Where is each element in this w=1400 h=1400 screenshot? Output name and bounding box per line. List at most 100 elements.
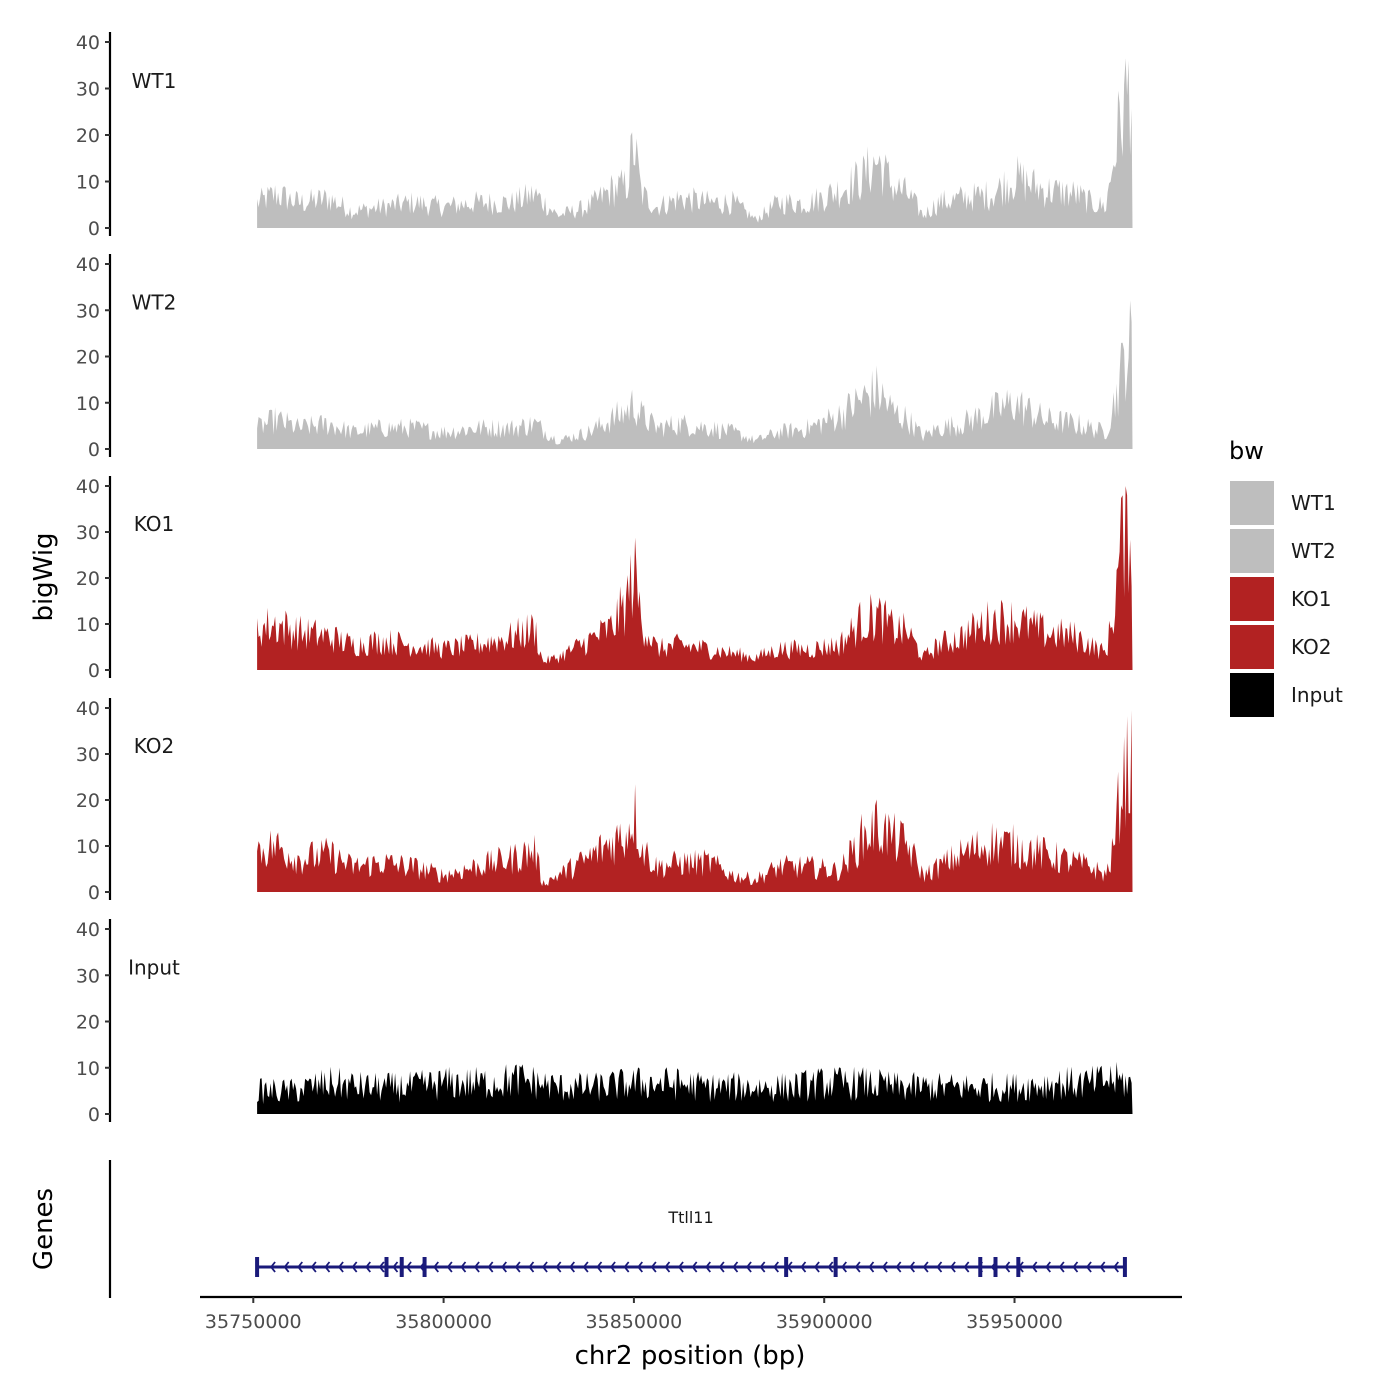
legend: bw WT1 WT2 KO1 KO2 Input [1229, 437, 1343, 717]
strand-arrow [637, 1261, 643, 1273]
y-tick-label: 30 [76, 744, 100, 766]
strand-arrow [773, 1261, 779, 1273]
strand-arrow [881, 1261, 888, 1273]
strand-arrow [487, 1261, 494, 1273]
legend-swatch-wt1 [1230, 481, 1274, 525]
strand-arrow [596, 1261, 603, 1273]
gene-track: Genes Ttll11 [29, 1160, 1127, 1298]
strand-arrow [405, 1261, 412, 1273]
y-tick-label: 10 [76, 836, 100, 858]
y-tick-label: 0 [88, 660, 100, 682]
strand-arrow [895, 1261, 902, 1273]
strand-arrow [841, 1261, 847, 1273]
exon-mark [422, 1257, 427, 1277]
strand-arrow [337, 1261, 344, 1273]
strand-arrow [745, 1261, 752, 1273]
gene-name-label: Ttll11 [667, 1208, 713, 1227]
strand-arrow [460, 1261, 467, 1273]
strand-arrow [1072, 1261, 1079, 1273]
strand-arrow [582, 1261, 589, 1273]
y-tick-label: 40 [76, 698, 100, 720]
legend-label-ko1: KO1 [1291, 587, 1332, 611]
y-tick-label: 30 [76, 300, 100, 322]
exon-mark [978, 1257, 983, 1277]
strand-arrow [378, 1261, 385, 1273]
y-tick-label: 10 [76, 1058, 100, 1080]
exon-mark [833, 1257, 838, 1277]
y-tick-label: 30 [76, 965, 100, 987]
exon-mark [255, 1257, 260, 1277]
strand-arrow [854, 1261, 861, 1273]
exon-mark [384, 1257, 389, 1277]
strand-arrow [365, 1261, 371, 1273]
strand-arrow [718, 1261, 725, 1273]
y-axis-title: bigWig [29, 532, 59, 621]
strand-arrow [351, 1261, 358, 1273]
strand-arrow [555, 1261, 562, 1273]
y-tick-label: 10 [76, 393, 100, 415]
y-tick-label: 0 [88, 882, 100, 904]
strand-arrow [392, 1261, 399, 1273]
coverage-area-wt1 [257, 58, 1133, 228]
exon-mark [399, 1257, 404, 1277]
legend-label-ko2: KO2 [1291, 635, 1332, 659]
strand-arrow [691, 1261, 698, 1273]
y-tick-label: 20 [76, 1012, 100, 1034]
track-label-wt1: WT1 [132, 69, 177, 93]
exon-mark [784, 1257, 789, 1277]
x-tick-label: 35950000 [966, 1311, 1063, 1333]
strand-arrow [501, 1261, 507, 1273]
track-wt1: 0 10 20 30 40 WT1 [76, 32, 1133, 240]
strand-arrow [922, 1261, 929, 1273]
strand-arrow [732, 1261, 739, 1273]
strand-arrow [283, 1261, 290, 1273]
strand-arrow [569, 1261, 575, 1273]
strand-arrow [868, 1261, 875, 1273]
strand-arrow [1099, 1261, 1106, 1273]
y-tick-label: 40 [76, 919, 100, 941]
track-label-input: Input [128, 956, 180, 980]
legend-title: bw [1229, 437, 1264, 465]
strand-arrow [324, 1261, 331, 1273]
strand-arrow [310, 1261, 317, 1273]
strand-arrow [1004, 1261, 1011, 1273]
y-tick-label: 0 [88, 439, 100, 461]
coverage-area-ko2 [257, 710, 1133, 892]
track-input: 0 10 20 30 40 Input [76, 919, 1133, 1126]
legend-swatch-wt2 [1230, 529, 1274, 573]
y-tick-label: 20 [76, 125, 100, 147]
exon-mark [1122, 1257, 1127, 1277]
strand-arrow [759, 1261, 766, 1273]
strand-arrow [909, 1261, 915, 1273]
y-tick-label: 0 [88, 218, 100, 240]
strand-arrow [541, 1261, 548, 1273]
x-tick-label: 35850000 [586, 1311, 683, 1333]
y-tick-label: 20 [76, 568, 100, 590]
coverage-area-ko1 [257, 486, 1133, 670]
strand-arrow [677, 1261, 684, 1273]
strand-arrow [936, 1261, 943, 1273]
legend-label-input: Input [1291, 683, 1343, 707]
strand-arrow [514, 1261, 521, 1273]
y-tick-label: 40 [76, 32, 100, 54]
exon-mark [993, 1257, 998, 1277]
track-label-ko2: KO2 [134, 734, 175, 758]
legend-label-wt1: WT1 [1291, 491, 1336, 515]
strand-arrow [813, 1261, 820, 1273]
legend-swatch-ko2 [1230, 625, 1274, 669]
strand-arrow [705, 1261, 711, 1273]
strand-arrow [446, 1261, 453, 1273]
track-ko2: 0 10 20 30 40 KO2 [76, 698, 1133, 904]
strand-arrow [473, 1261, 480, 1273]
y-tick-label: 20 [76, 347, 100, 369]
strand-arrow [949, 1261, 956, 1273]
strand-arrow [664, 1261, 671, 1273]
strand-arrow [1058, 1261, 1065, 1273]
y-tick-label: 40 [76, 254, 100, 276]
x-tick-label: 35900000 [776, 1311, 873, 1333]
strand-arrow [1031, 1261, 1038, 1273]
coverage-area-input [257, 1061, 1133, 1114]
strand-arrow [1045, 1261, 1051, 1273]
strand-arrow [433, 1261, 439, 1273]
